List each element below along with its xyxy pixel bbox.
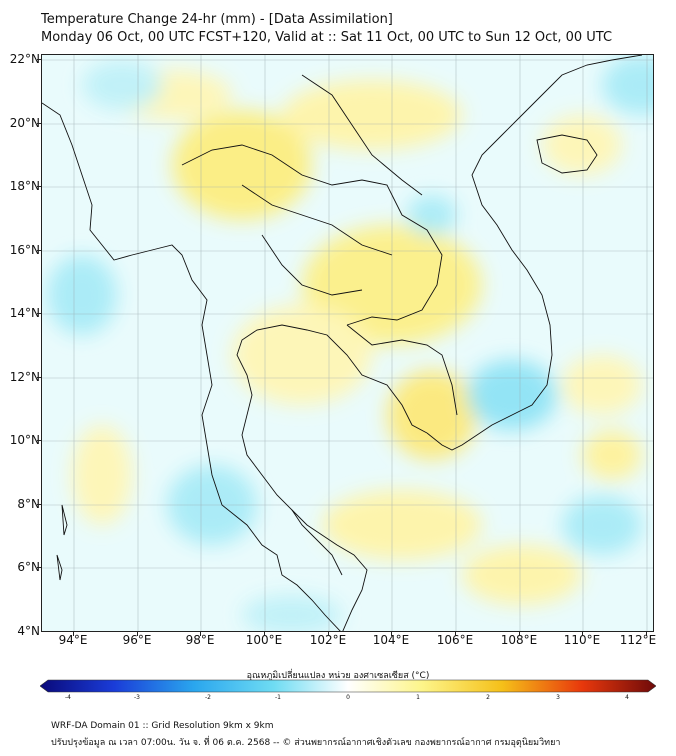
colorbar-gradient	[40, 679, 656, 693]
lon-tick	[646, 632, 647, 636]
lon-tick	[73, 632, 74, 636]
cool-area-andaman	[47, 255, 117, 335]
lat-tick	[37, 250, 41, 251]
colorbar-tick: 0	[346, 694, 350, 701]
lat-tick	[37, 123, 41, 124]
border-provinces-1	[241, 184, 393, 256]
colorbar-label: อุณหภูมิเปลี่ยนแปลง หน่วย องศาเซลเซียส (…	[246, 671, 430, 681]
coast-gulf-west	[236, 324, 428, 631]
colorbar-tick: 2	[486, 694, 490, 701]
warm-area-gulf	[322, 490, 482, 560]
lat-label-12: 12°N	[9, 370, 40, 384]
warm-area-south-china-sea	[462, 545, 582, 605]
coast-malay-east	[291, 509, 343, 576]
temperature-field	[47, 55, 653, 631]
border-thailand	[181, 144, 443, 326]
warm-area-laos-north	[282, 80, 462, 150]
lon-label-108: 108°E	[500, 633, 538, 647]
colorbar-tick: -1	[275, 694, 281, 701]
lat-tick	[37, 504, 41, 505]
lon-label-98: 98°E	[185, 633, 215, 647]
cool-area-ne-corner	[602, 55, 653, 115]
lon-tick	[519, 632, 520, 636]
lon-tick	[328, 632, 329, 636]
colorbar-tick: 4	[625, 694, 629, 701]
cool-area-south	[242, 595, 342, 631]
warm-area-hainan	[542, 115, 622, 175]
lon-label-96: 96°E	[122, 633, 152, 647]
warm-area-far-east	[582, 430, 642, 480]
footer-credit: ปรับปรุงข้อมูล ณ เวลา 07:00น. วัน จ. ที่…	[51, 738, 561, 748]
lat-tick	[37, 377, 41, 378]
lat-label-10: 10°N	[9, 433, 40, 447]
lat-tick	[37, 440, 41, 441]
lon-tick	[200, 632, 201, 636]
colorbar-tick: 3	[556, 694, 560, 701]
map-canvas	[42, 55, 653, 631]
lat-tick	[37, 567, 41, 568]
footer-domain-info: WRF-DA Domain 01 :: Grid Resolution 9km …	[51, 721, 274, 731]
lon-label-106: 106°E	[436, 633, 474, 647]
lon-label-110: 110°E	[563, 633, 601, 647]
colorbar	[40, 679, 656, 693]
map-title: Temperature Change 24-hr (mm) - [Data As…	[41, 12, 393, 27]
cool-area-vietnam-coast	[467, 360, 557, 430]
graticule	[42, 55, 653, 631]
colorbar-tick: -3	[134, 694, 140, 701]
island-andaman-1	[61, 504, 68, 536]
lon-label-102: 102°E	[309, 633, 347, 647]
lat-label-8: 8°N	[17, 497, 40, 511]
lat-label-16: 16°N	[9, 243, 40, 257]
border-provinces-2	[261, 234, 363, 296]
colorbar-tick: -4	[65, 694, 71, 701]
lat-tick	[37, 186, 41, 187]
coast-hainan	[536, 134, 598, 174]
lat-label-20: 20°N	[9, 116, 40, 130]
lon-label-94: 94°E	[58, 633, 88, 647]
island-andaman-2	[56, 554, 63, 581]
lat-tick	[37, 59, 41, 60]
border-laos	[301, 74, 423, 196]
lat-label-22: 22°N	[9, 52, 40, 66]
temperature-change-map	[41, 54, 654, 632]
coastlines	[42, 55, 643, 631]
warm-area-east	[562, 355, 642, 415]
lat-label-4: 4°N	[17, 624, 40, 638]
warm-area-north-thailand	[172, 110, 312, 220]
map-subtitle: Monday 06 Oct, 00 UTC FCST+120, Valid at…	[41, 30, 613, 45]
lon-tick	[391, 632, 392, 636]
lat-tick	[37, 313, 41, 314]
lat-label-18: 18°N	[9, 179, 40, 193]
lat-label-6: 6°N	[17, 560, 40, 574]
lon-label-104: 104°E	[372, 633, 410, 647]
border-cambodia	[346, 324, 458, 416]
warm-area-west	[72, 425, 132, 525]
cool-area-southeast	[562, 495, 642, 555]
lon-tick	[264, 632, 265, 636]
lon-label-112: 112°E	[619, 633, 657, 647]
lon-tick	[137, 632, 138, 636]
colorbar-tick: 1	[416, 694, 420, 701]
colorbar-tick: -2	[205, 694, 211, 701]
lon-tick	[455, 632, 456, 636]
warm-area-cambodia	[387, 370, 477, 460]
cool-area-nw-corner	[82, 60, 162, 110]
coast-myanmar-west	[42, 102, 341, 631]
lon-tick	[582, 632, 583, 636]
lat-label-14: 14°N	[9, 306, 40, 320]
cool-area-laos	[407, 195, 457, 235]
lon-label-100: 100°E	[245, 633, 283, 647]
warm-area-central	[232, 305, 372, 405]
coast-vietnam	[426, 55, 643, 451]
